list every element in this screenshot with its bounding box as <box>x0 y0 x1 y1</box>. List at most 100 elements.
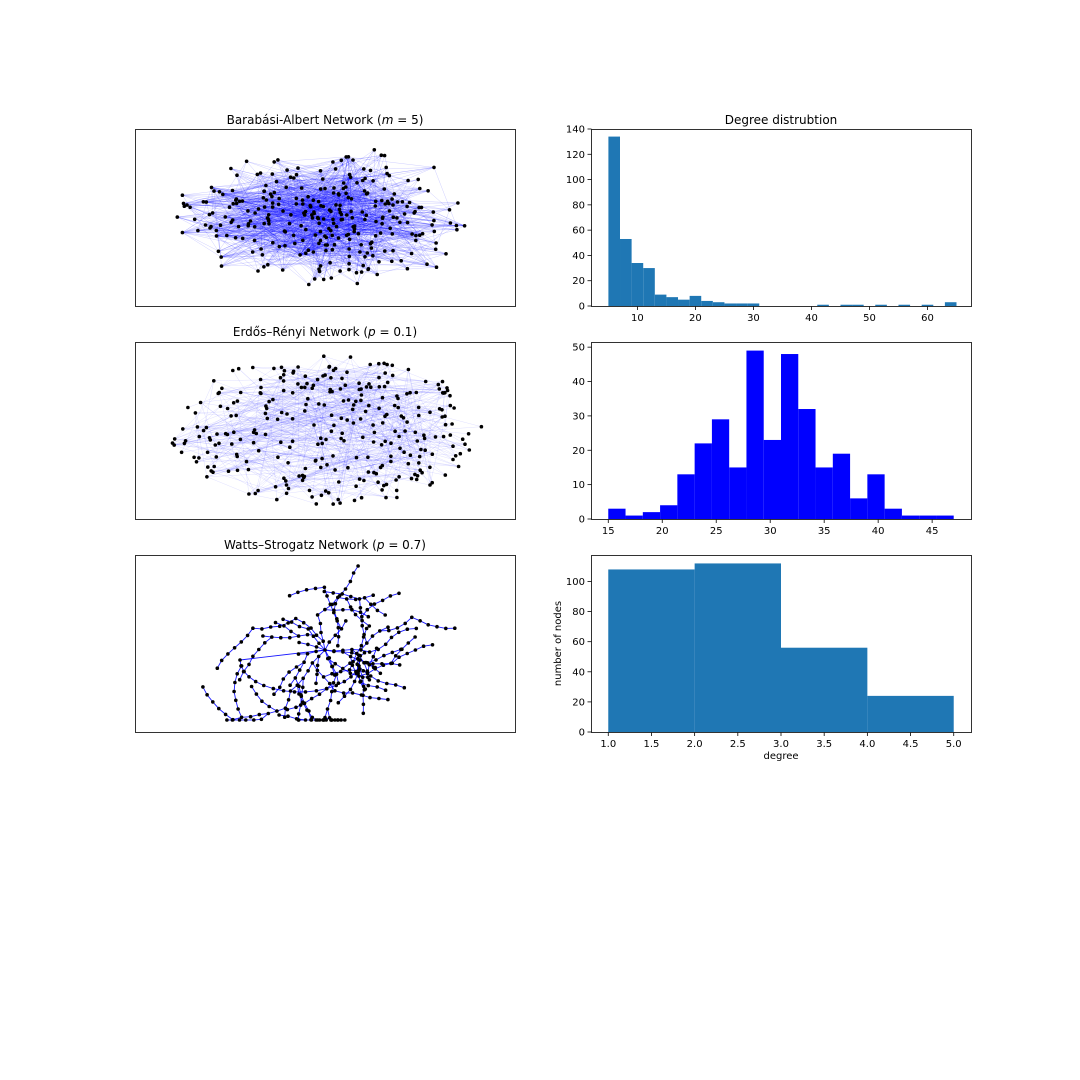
network-edge <box>299 204 337 256</box>
network-edge <box>412 224 433 235</box>
network-node <box>218 223 223 227</box>
network-edge <box>274 156 349 163</box>
network-edge <box>293 235 362 245</box>
network-edge <box>302 199 339 239</box>
network-edge <box>319 242 437 272</box>
network-node <box>413 430 418 435</box>
network-node <box>314 645 319 649</box>
network-edge <box>368 405 456 456</box>
network-node <box>314 689 319 693</box>
network-edge <box>286 484 397 498</box>
network-edge <box>216 235 394 251</box>
network-edge <box>225 216 394 251</box>
network-edge <box>221 388 383 424</box>
network-edge <box>267 217 354 227</box>
network-node <box>354 669 358 674</box>
network-node <box>373 204 378 208</box>
network-edge <box>221 235 420 258</box>
network-edge <box>205 217 268 226</box>
network-edge <box>233 392 293 433</box>
network-node <box>235 672 239 676</box>
network-node <box>259 391 263 396</box>
network-edge <box>260 379 288 415</box>
network-edge <box>258 208 354 227</box>
er-hist-bar-5 <box>694 443 712 519</box>
network-edge <box>292 441 318 445</box>
network-node <box>467 448 472 452</box>
network-edge <box>218 443 286 482</box>
network-edge <box>302 199 381 234</box>
network-edge <box>279 246 394 251</box>
network-edge <box>182 190 365 233</box>
network-edge <box>186 173 388 206</box>
network-node <box>331 221 336 226</box>
network-node <box>219 264 224 268</box>
network-node <box>384 165 389 170</box>
network-edge <box>357 265 364 284</box>
network-node <box>321 639 326 643</box>
network-node <box>423 448 428 453</box>
network-node <box>270 635 274 639</box>
network-node <box>338 501 342 505</box>
network-edge <box>299 201 376 256</box>
network-node <box>304 227 308 232</box>
network-edge <box>231 443 341 504</box>
network-edge <box>199 433 343 437</box>
network-edge <box>284 219 343 232</box>
network-edge <box>172 377 380 444</box>
network-edge <box>302 156 347 241</box>
network-edge <box>325 197 349 251</box>
network-edge <box>320 159 354 190</box>
network-edge <box>352 159 366 220</box>
network-node <box>297 624 302 629</box>
network-edge <box>210 226 437 268</box>
er-x-tick-label-6: 45 <box>926 526 939 537</box>
network-node <box>331 160 335 164</box>
network-node <box>213 443 218 447</box>
network-edge <box>233 402 303 481</box>
network-node <box>170 441 175 445</box>
network-edge <box>222 194 265 224</box>
network-node <box>390 650 395 655</box>
network-node <box>351 403 356 407</box>
network-edge <box>408 416 443 464</box>
network-edge <box>221 219 342 258</box>
network-edge <box>235 191 265 238</box>
network-node <box>448 433 453 437</box>
network-edge <box>231 443 276 487</box>
network-edge <box>318 189 321 219</box>
network-node <box>238 658 242 662</box>
network-edge <box>310 205 364 266</box>
network-edge <box>312 388 321 439</box>
network-node <box>251 626 255 630</box>
network-edge <box>226 231 286 236</box>
network-node <box>330 233 335 238</box>
network-edge <box>182 232 280 247</box>
network-edge <box>260 392 374 426</box>
network-edge <box>212 212 366 257</box>
network-node <box>275 709 279 713</box>
network-edge <box>318 177 351 219</box>
network-edge <box>341 214 361 253</box>
network-node <box>410 615 414 620</box>
network-edge <box>211 187 222 258</box>
network-edge <box>377 253 447 275</box>
network-edge <box>419 235 436 250</box>
network-node <box>383 249 387 253</box>
network-edge <box>367 456 391 458</box>
ba-hist-bar-5 <box>666 297 679 306</box>
network-node <box>323 648 327 652</box>
network-edge <box>209 180 363 229</box>
network-edge <box>265 185 321 266</box>
network-edge <box>174 438 433 455</box>
network-edge <box>328 492 339 500</box>
network-edge <box>242 200 301 256</box>
network-edge <box>374 432 418 442</box>
network-node <box>301 620 306 625</box>
network-node <box>262 265 266 269</box>
network-node <box>331 591 336 595</box>
network-node <box>405 220 410 225</box>
network-edge <box>311 180 363 216</box>
network-node <box>331 454 335 458</box>
network-edge <box>407 222 451 269</box>
